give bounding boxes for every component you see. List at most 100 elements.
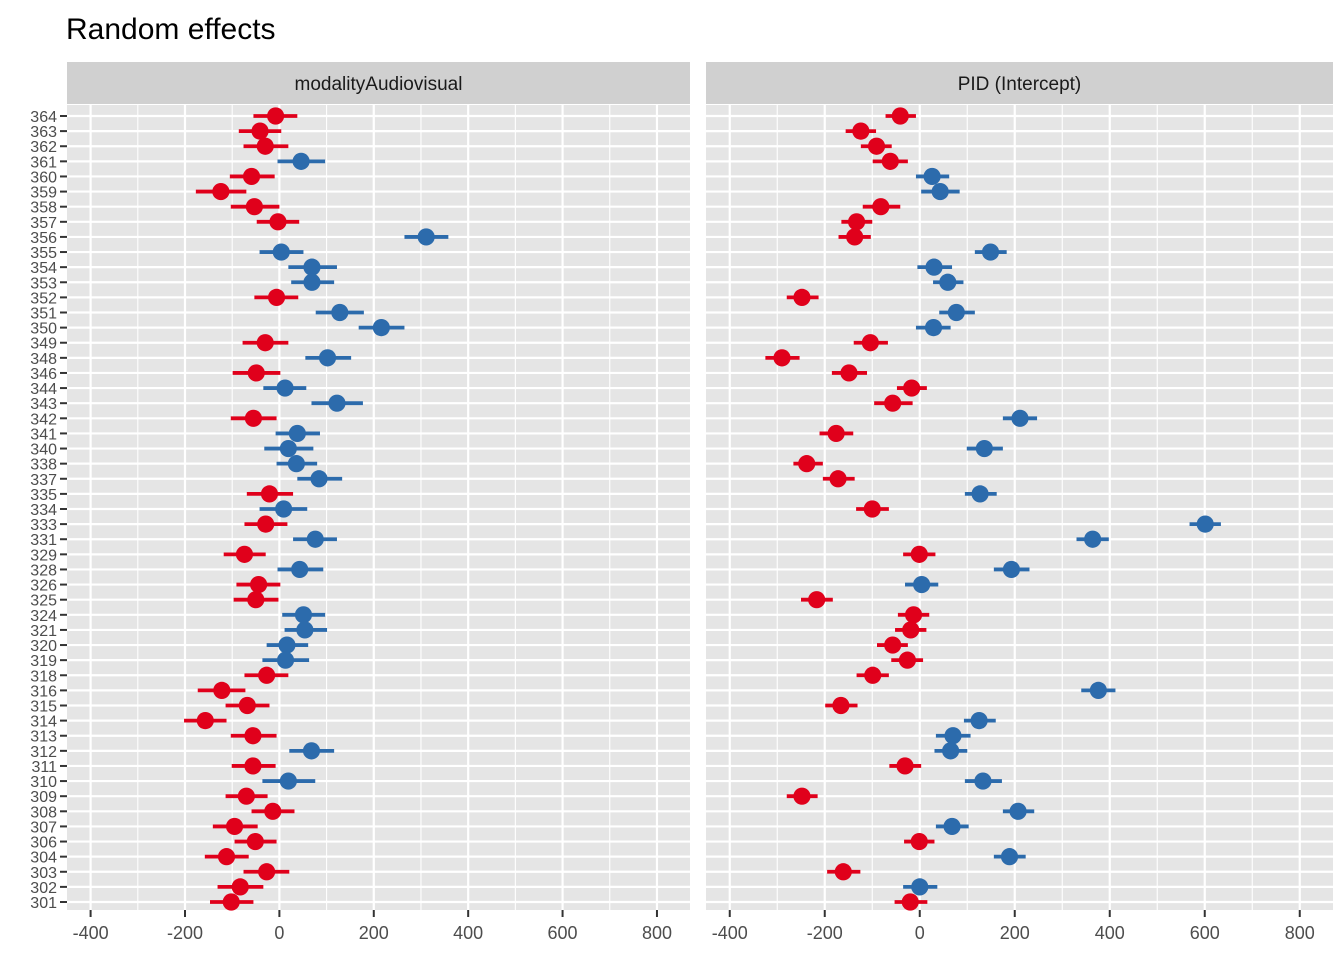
point-306 [910, 832, 928, 851]
y-tick-label: 313 [30, 729, 57, 746]
y-tick-label: 321 [30, 623, 57, 640]
y-tick-label: 352 [30, 290, 57, 307]
point-337 [829, 470, 847, 488]
point-335 [260, 485, 279, 503]
point-338 [798, 455, 816, 473]
point-334 [863, 500, 881, 518]
point-342 [1011, 409, 1029, 427]
point-360 [242, 167, 261, 186]
point-343 [328, 394, 346, 412]
point-361 [881, 152, 899, 170]
point-350 [372, 319, 390, 337]
y-tick-label: 359 [30, 185, 57, 202]
point-314 [196, 712, 214, 730]
point-354 [303, 258, 321, 276]
point-329 [910, 545, 928, 563]
point-358 [245, 198, 263, 216]
point-313 [244, 727, 262, 745]
y-tick-label: 356 [30, 230, 57, 247]
y-tick-label: 341 [30, 426, 57, 443]
point-333 [257, 515, 275, 533]
point-301 [901, 893, 919, 911]
x-tick-label: 0 [274, 923, 284, 943]
y-tick-label: 363 [30, 124, 57, 141]
point-311 [896, 757, 914, 775]
x-tick-label: 600 [1190, 923, 1220, 943]
point-351 [331, 303, 349, 322]
y-tick-label: 348 [30, 351, 57, 368]
point-326 [913, 575, 931, 594]
point-357 [847, 213, 866, 231]
y-tick-label: 351 [30, 306, 57, 323]
point-319 [276, 651, 295, 669]
y-tick-label: 320 [30, 638, 57, 655]
point-314 [970, 712, 988, 730]
y-tick-label: 346 [30, 366, 57, 383]
y-tick-label: 362 [30, 139, 57, 156]
point-313 [944, 727, 962, 745]
x-tick-label: -200 [167, 923, 203, 943]
point-308 [264, 802, 282, 820]
point-320 [884, 636, 902, 654]
x-tick-label: 200 [1000, 923, 1030, 943]
point-308 [1009, 802, 1027, 820]
y-tick-label: 312 [30, 744, 57, 761]
point-328 [1002, 560, 1021, 579]
point-304 [217, 848, 236, 866]
point-364 [267, 107, 285, 125]
point-352 [793, 288, 811, 306]
y-tick-label: 350 [30, 321, 57, 338]
point-351 [947, 303, 965, 322]
y-tick-label: 333 [30, 517, 57, 534]
point-359 [212, 182, 230, 201]
y-tick-label: 310 [30, 774, 57, 791]
point-363 [251, 122, 269, 140]
x-tick-label: 800 [1285, 923, 1315, 943]
y-tick-label: 316 [30, 683, 57, 700]
y-tick-label: 357 [30, 215, 57, 232]
point-363 [852, 122, 870, 140]
point-341 [288, 424, 306, 443]
point-318 [864, 666, 882, 684]
point-312 [942, 742, 960, 760]
y-tick-label: 335 [30, 487, 57, 504]
point-362 [256, 137, 274, 155]
point-357 [269, 213, 287, 231]
point-344 [276, 379, 294, 397]
x-tick-label: 600 [548, 923, 578, 943]
point-307 [225, 817, 244, 836]
point-303 [258, 863, 276, 881]
point-325 [808, 591, 826, 609]
point-355 [272, 243, 290, 261]
point-350 [924, 319, 943, 337]
point-324 [294, 606, 313, 624]
point-302 [911, 878, 929, 896]
y-tick-label: 353 [30, 275, 57, 292]
point-310 [279, 772, 297, 790]
point-315 [832, 696, 850, 715]
point-302 [231, 878, 249, 896]
y-tick-label: 324 [30, 608, 57, 625]
x-tick-label: 400 [1095, 923, 1125, 943]
point-362 [867, 137, 886, 155]
facet-panel: PID (Intercept) -400 -200 0 200 400 600 800 [706, 62, 1333, 943]
facet-panel: modalityAudiovisual -400 -200 0 200 400 600 800 [67, 62, 690, 943]
y-tick-label: 331 [30, 532, 57, 549]
point-303 [834, 863, 852, 881]
y-tick-label: 314 [30, 714, 57, 731]
y-tick-label: 340 [30, 442, 57, 459]
y-tick-label: 326 [30, 578, 57, 595]
y-tick-label: 344 [30, 381, 57, 398]
point-346 [247, 364, 265, 382]
x-tick-label: 800 [642, 923, 672, 943]
x-tick-label: 400 [453, 923, 483, 943]
point-348 [773, 349, 791, 367]
y-tick-label: 307 [30, 819, 57, 836]
y-tick-label: 358 [30, 200, 57, 217]
point-352 [267, 288, 286, 306]
y-tick-label: 308 [30, 804, 57, 821]
point-324 [904, 606, 923, 624]
y-tick-label: 318 [30, 668, 57, 685]
point-338 [287, 455, 305, 473]
y-tick-label: 329 [30, 547, 57, 564]
